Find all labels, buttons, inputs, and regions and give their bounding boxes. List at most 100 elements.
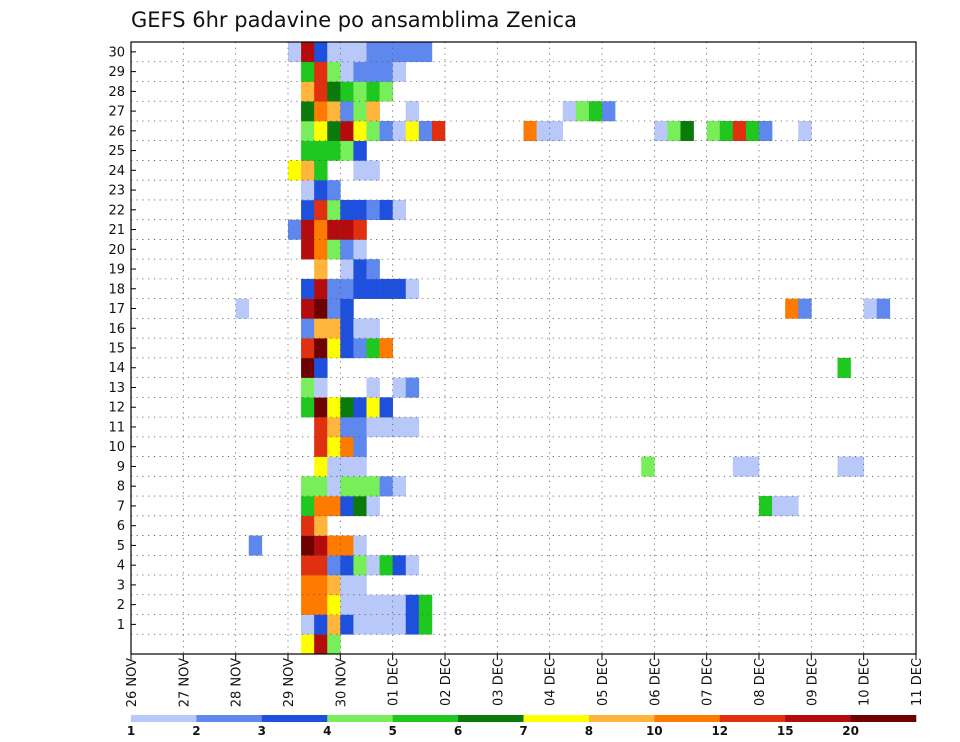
heatmap-cell bbox=[353, 476, 367, 497]
heatmap-cell bbox=[327, 298, 341, 319]
heatmap-cell bbox=[314, 377, 328, 398]
heatmap-cell bbox=[732, 456, 747, 477]
y-tick-label: 5 bbox=[117, 539, 125, 554]
heatmap-cell bbox=[366, 397, 380, 418]
heatmap-cell bbox=[314, 298, 328, 319]
heatmap-cell bbox=[353, 140, 367, 161]
colorbar-label: 15 bbox=[777, 724, 794, 738]
heatmap-cell bbox=[379, 476, 393, 497]
heatmap-cell bbox=[340, 436, 354, 457]
colorbar-label: 3 bbox=[258, 724, 266, 738]
heatmap-cell bbox=[314, 515, 328, 536]
colorbar-swatch bbox=[588, 715, 655, 722]
y-tick-label: 19 bbox=[108, 263, 125, 278]
y-tick-label: 6 bbox=[117, 519, 125, 534]
heatmap-cell bbox=[759, 496, 773, 517]
colorbar-swatch bbox=[785, 715, 851, 722]
heatmap-cell bbox=[301, 357, 315, 378]
heatmap-cell bbox=[379, 594, 393, 615]
heatmap-cell bbox=[235, 298, 250, 319]
heatmap-cell bbox=[327, 634, 341, 655]
heatmap-cell bbox=[314, 199, 328, 220]
heatmap-cell bbox=[366, 160, 380, 181]
y-tick-label: 9 bbox=[117, 460, 125, 475]
heatmap-cell bbox=[288, 160, 302, 181]
heatmap-cell bbox=[327, 239, 341, 260]
heatmap-cell bbox=[366, 81, 380, 102]
y-tick-label: 29 bbox=[108, 65, 125, 80]
heatmap-cell bbox=[340, 61, 354, 82]
y-tick-label: 18 bbox=[108, 282, 125, 297]
heatmap-cell bbox=[353, 42, 367, 63]
heatmap-cell bbox=[379, 278, 393, 299]
heatmap-cell bbox=[850, 456, 864, 477]
heatmap-cell bbox=[340, 239, 354, 260]
heatmap-cell bbox=[366, 278, 380, 299]
y-tick-label: 16 bbox=[108, 322, 125, 337]
x-tick-label: 10 DEC bbox=[858, 658, 873, 706]
heatmap-cell bbox=[353, 259, 367, 280]
heatmap-cell bbox=[366, 259, 380, 280]
heatmap-cell bbox=[353, 318, 367, 339]
heatmap-cell bbox=[667, 120, 681, 142]
heatmap-cell bbox=[301, 278, 315, 299]
y-tick-label: 14 bbox=[108, 361, 125, 376]
heatmap-cell bbox=[340, 555, 354, 576]
heatmap-cell bbox=[327, 575, 341, 596]
heatmap-cell bbox=[549, 120, 564, 142]
colorbar-swatch bbox=[654, 715, 721, 722]
heatmap-cell bbox=[353, 160, 367, 181]
heatmap-cell bbox=[327, 42, 341, 63]
heatmap-cell bbox=[366, 594, 380, 615]
heatmap-cell bbox=[759, 120, 773, 142]
y-tick-label: 3 bbox=[117, 578, 125, 593]
heatmap-cell bbox=[301, 614, 315, 635]
heatmap-cell bbox=[314, 634, 328, 655]
heatmap-cell bbox=[314, 42, 328, 63]
y-tick-label: 17 bbox=[108, 302, 125, 317]
heatmap-cell bbox=[314, 357, 328, 378]
heatmap-cell bbox=[366, 318, 380, 339]
heatmap-cell bbox=[288, 42, 302, 63]
heatmap-cell bbox=[680, 120, 694, 142]
heatmap-cell bbox=[314, 180, 328, 201]
colorbar-label: 12 bbox=[711, 724, 728, 738]
heatmap-cell bbox=[405, 101, 420, 122]
heatmap-cell bbox=[353, 219, 367, 240]
heatmap-cell bbox=[392, 120, 407, 142]
x-tick-label: 09 DEC bbox=[805, 658, 820, 706]
heatmap-cell bbox=[314, 120, 328, 142]
heatmap-cell bbox=[340, 140, 354, 161]
heatmap-cell bbox=[353, 614, 367, 635]
x-tick-label: 07 DEC bbox=[701, 658, 716, 706]
heatmap-cell bbox=[327, 436, 341, 457]
heatmap-cell bbox=[392, 417, 407, 438]
heatmap-cell bbox=[327, 456, 341, 477]
y-tick-label: 11 bbox=[108, 420, 125, 435]
colorbar-label: 20 bbox=[842, 724, 859, 738]
heatmap-cell bbox=[314, 575, 328, 596]
heatmap-cell bbox=[379, 199, 393, 220]
y-tick-label: 8 bbox=[117, 480, 125, 495]
heatmap-cell bbox=[327, 140, 341, 161]
colorbar-label: 2 bbox=[192, 724, 200, 738]
heatmap-cell bbox=[641, 456, 655, 477]
heatmap-cell bbox=[327, 278, 341, 299]
y-tick-label: 22 bbox=[108, 203, 125, 218]
heatmap-cell bbox=[418, 42, 433, 63]
heatmap-cell bbox=[366, 120, 380, 142]
colorbar-swatch bbox=[327, 715, 393, 722]
y-tick-label: 4 bbox=[117, 559, 125, 574]
heatmap-cell bbox=[405, 120, 420, 142]
heatmap-cell bbox=[340, 278, 354, 299]
heatmap-cell bbox=[366, 614, 380, 635]
heatmap-cell bbox=[301, 199, 315, 220]
heatmap-cell bbox=[654, 120, 668, 142]
heatmap-cell bbox=[327, 338, 341, 359]
x-tick-label: 29 NOV bbox=[282, 658, 297, 707]
colorbar-label: 10 bbox=[646, 724, 663, 738]
heatmap-cell bbox=[392, 614, 407, 635]
heatmap-cell bbox=[301, 239, 315, 260]
heatmap-cell bbox=[301, 338, 315, 359]
